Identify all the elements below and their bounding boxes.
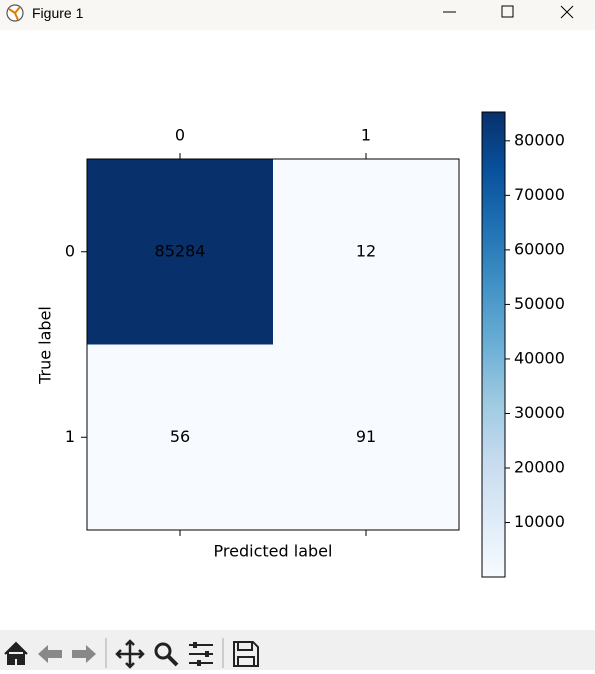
zoom-handle xyxy=(166,654,179,667)
title-bar: Figure 1 xyxy=(0,0,595,30)
zoom-button[interactable] xyxy=(154,642,172,660)
heatmap-cell xyxy=(87,159,273,345)
x-tick-label: 0 xyxy=(175,126,185,145)
x-tick-label: 1 xyxy=(361,126,371,145)
y-axis-label: True label xyxy=(36,306,55,385)
y-tick-label: 1 xyxy=(65,427,75,446)
maximize-button[interactable] xyxy=(501,5,514,18)
cell-label: 12 xyxy=(356,241,376,260)
colorbar-tick-label: 80000 xyxy=(514,130,565,149)
heatmap-cell xyxy=(87,344,273,530)
colorbar-tick-label: 10000 xyxy=(514,512,565,531)
toolbar xyxy=(0,630,595,670)
colorbar-tick-label: 30000 xyxy=(514,403,565,422)
colorbar-tick-label: 50000 xyxy=(514,294,565,313)
cell-label: 85284 xyxy=(155,241,206,260)
close-button[interactable] xyxy=(560,5,574,19)
colorbar-tick-label: 60000 xyxy=(514,239,565,258)
colorbar-tick-label: 40000 xyxy=(514,348,565,367)
x-axis-label: Predicted label xyxy=(214,542,333,561)
heatmap-cell xyxy=(273,344,459,530)
pan-button[interactable] xyxy=(115,639,145,669)
back-button[interactable] xyxy=(38,645,62,663)
save-button[interactable] xyxy=(233,641,259,667)
colorbar xyxy=(481,111,506,578)
configure-sliders xyxy=(193,642,209,666)
toolbar-icons xyxy=(4,638,259,669)
cell-label: 56 xyxy=(170,427,190,446)
cell-label: 91 xyxy=(356,427,376,446)
colorbar-tick-label: 70000 xyxy=(514,185,565,204)
window-icons xyxy=(6,4,574,22)
y-tick-label: 0 xyxy=(65,241,75,260)
heatmap-cell xyxy=(273,159,459,345)
home-button[interactable] xyxy=(4,641,28,665)
window-title: Figure 1 xyxy=(32,5,84,21)
axes-frame xyxy=(86,158,460,531)
chart: Predicted label True label 85284 12 56 91 0 1… xyxy=(36,111,565,578)
app-icon-detail xyxy=(8,6,21,21)
forward-button[interactable] xyxy=(72,645,96,663)
colorbar-tick-label: 20000 xyxy=(514,458,565,477)
